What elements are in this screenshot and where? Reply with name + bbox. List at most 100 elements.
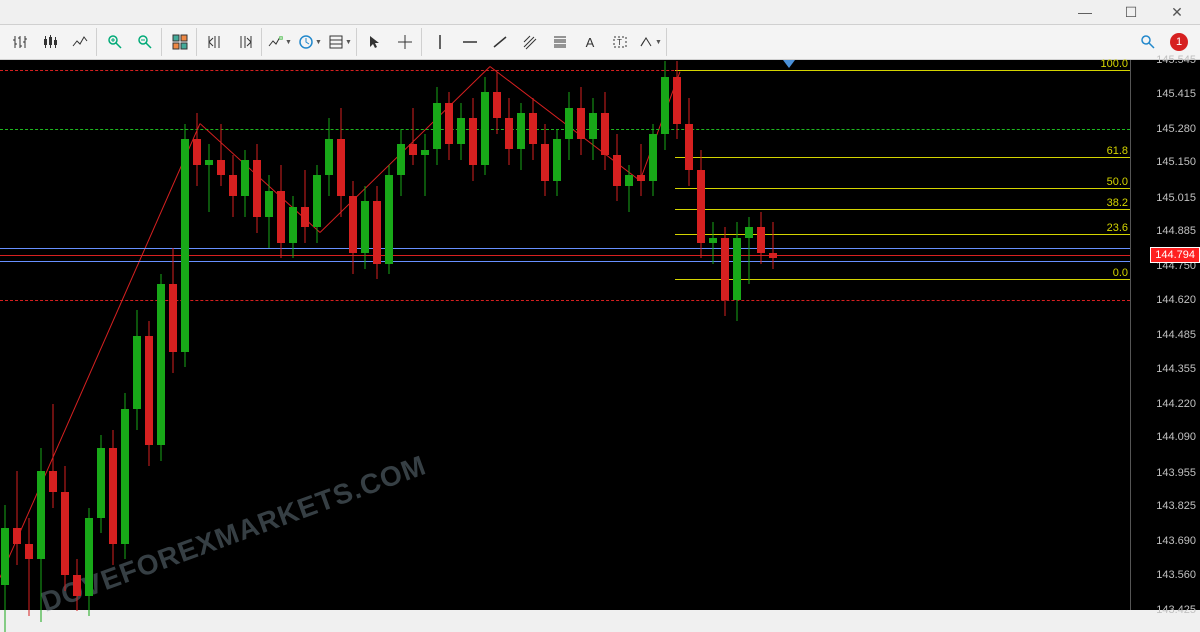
fib-level [675, 157, 1130, 158]
candle [204, 144, 214, 211]
candle [612, 134, 622, 201]
window-controls: — ☐ ✕ [1062, 0, 1200, 24]
candle [648, 124, 658, 197]
crosshair-button[interactable] [391, 29, 419, 55]
horizontal-line-button[interactable] [456, 29, 484, 55]
candle [240, 150, 250, 217]
indicators-button[interactable]: ▼ [266, 29, 294, 55]
candle [120, 393, 130, 559]
candle [516, 103, 526, 170]
candle [768, 222, 778, 269]
candle [624, 165, 634, 212]
candle [564, 92, 574, 159]
maximize-button[interactable]: ☐ [1108, 0, 1154, 24]
notification-badge[interactable]: 1 [1170, 33, 1188, 51]
tile-windows-button[interactable] [166, 29, 194, 55]
candle [528, 98, 538, 160]
candle [672, 61, 682, 139]
chart-bars-button[interactable] [6, 29, 34, 55]
auto-scroll-button[interactable] [231, 29, 259, 55]
candle [732, 222, 742, 321]
text-label-button[interactable]: T [606, 29, 634, 55]
candle [48, 404, 58, 508]
price-tick: 145.150 [1156, 156, 1196, 168]
cursor-button[interactable] [361, 29, 389, 55]
price-tick: 143.690 [1156, 535, 1196, 547]
candle [444, 92, 454, 159]
candle [552, 129, 562, 196]
candle [312, 165, 322, 243]
candle [720, 227, 730, 315]
candle [600, 92, 610, 170]
candle [276, 165, 286, 258]
candle [348, 181, 358, 274]
chart-candles-button[interactable] [36, 29, 64, 55]
candle [468, 98, 478, 181]
candle [744, 217, 754, 284]
minimize-button[interactable]: — [1062, 0, 1108, 24]
fib-level [675, 70, 1130, 71]
chart-container: DOVEFOREXMARKETS.COM 100.061.850.038.223… [0, 60, 1200, 610]
candle [336, 108, 346, 217]
candle [0, 505, 10, 632]
templates-button[interactable]: ▼ [326, 29, 354, 55]
candle [156, 274, 166, 461]
candle [432, 87, 442, 165]
price-tick: 143.825 [1156, 500, 1196, 512]
price-tick: 144.485 [1156, 329, 1196, 341]
candle [420, 134, 430, 196]
price-tick: 145.280 [1156, 123, 1196, 135]
chart-canvas[interactable]: DOVEFOREXMARKETS.COM 100.061.850.038.223… [0, 60, 1130, 610]
candle [576, 87, 586, 154]
candle [24, 518, 34, 617]
candle [324, 118, 334, 196]
trendline-button[interactable] [486, 29, 514, 55]
candle [192, 113, 202, 186]
candle [12, 471, 22, 564]
candle [696, 150, 706, 259]
text-button[interactable]: A [576, 29, 604, 55]
fibonacci-button[interactable] [546, 29, 574, 55]
periods-button[interactable]: ▼ [296, 29, 324, 55]
fib-label: 100.0 [1100, 58, 1128, 70]
candle [168, 248, 178, 373]
candle [96, 435, 106, 534]
fib-label: 0.0 [1113, 267, 1128, 279]
chart-line-button[interactable] [66, 29, 94, 55]
candle [588, 98, 598, 160]
zoom-in-button[interactable] [101, 29, 129, 55]
price-tick: 145.545 [1156, 54, 1196, 66]
price-tick: 143.425 [1156, 604, 1196, 616]
candle [252, 144, 262, 232]
price-tick: 143.560 [1156, 569, 1196, 581]
close-button[interactable]: ✕ [1154, 0, 1200, 24]
shift-chart-button[interactable] [201, 29, 229, 55]
candle [372, 186, 382, 279]
price-tick: 144.885 [1156, 225, 1196, 237]
candle [180, 124, 190, 368]
search-button[interactable] [1134, 29, 1162, 55]
price-tick: 145.415 [1156, 88, 1196, 100]
candle [216, 124, 226, 186]
candle [36, 448, 46, 622]
candle [480, 77, 490, 176]
price-tick: 144.620 [1156, 294, 1196, 306]
candle [300, 170, 310, 243]
price-tick: 144.355 [1156, 363, 1196, 375]
candle [708, 222, 718, 264]
equidistant-button[interactable] [516, 29, 544, 55]
zoom-out-button[interactable] [131, 29, 159, 55]
candle [408, 108, 418, 165]
candle [84, 508, 94, 617]
candle [288, 196, 298, 258]
fib-label: 38.2 [1107, 197, 1128, 209]
fib-level [675, 209, 1130, 210]
candle [504, 98, 514, 165]
fib-label: 23.6 [1107, 222, 1128, 234]
candle [108, 430, 118, 565]
objects-button[interactable]: ▼ [636, 29, 664, 55]
candle [660, 61, 670, 149]
vertical-line-button[interactable] [426, 29, 454, 55]
candle [384, 165, 394, 274]
candle [636, 144, 646, 196]
